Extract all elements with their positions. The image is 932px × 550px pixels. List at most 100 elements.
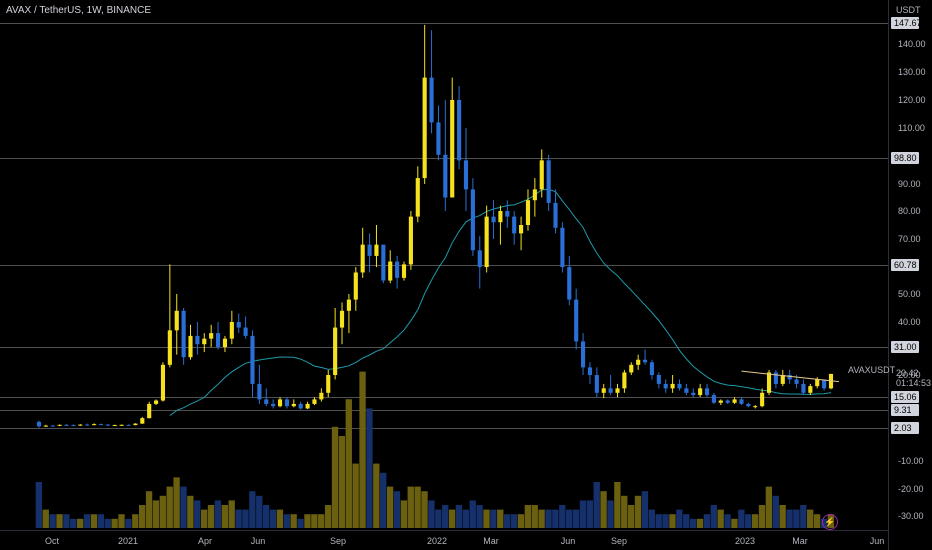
level-price-box: 2.03 xyxy=(891,422,919,434)
price-tick-label: 140.00 xyxy=(898,39,926,49)
volume-bar xyxy=(807,509,814,528)
candle-body xyxy=(532,189,537,201)
candle xyxy=(71,424,76,427)
level-price-box: 98.80 xyxy=(891,152,919,164)
candle-body xyxy=(250,335,255,384)
volume-bar xyxy=(366,408,373,528)
candle-body xyxy=(71,425,76,427)
time-tick-label: Sep xyxy=(330,536,346,546)
candle-body xyxy=(277,399,283,407)
candle-body xyxy=(408,216,413,265)
volume-bar xyxy=(49,514,56,528)
candle xyxy=(622,369,627,393)
level-price-bg xyxy=(891,152,919,164)
lightning-icon[interactable]: ⚡ xyxy=(822,514,838,530)
candle xyxy=(608,375,613,396)
candle xyxy=(532,178,537,217)
trend-line xyxy=(741,370,840,383)
time-tick-label: Mar xyxy=(792,536,808,546)
volume-bar xyxy=(641,491,649,528)
candle-body xyxy=(574,299,579,342)
candle xyxy=(436,105,441,161)
candle xyxy=(704,383,710,398)
volume-bar xyxy=(42,509,49,528)
candle xyxy=(822,379,827,391)
candle xyxy=(567,255,572,306)
candle-body xyxy=(525,200,531,225)
candle xyxy=(725,399,730,404)
candle-body xyxy=(374,244,379,256)
candle xyxy=(415,166,420,223)
volume-bar xyxy=(572,509,580,528)
candle xyxy=(174,294,179,355)
candle-body xyxy=(209,333,214,339)
level-price-label: 60.78 xyxy=(894,260,917,270)
candle-body xyxy=(553,202,558,228)
candle xyxy=(126,424,131,426)
candle-body xyxy=(271,403,276,407)
candle-body xyxy=(257,383,262,400)
candle-body xyxy=(656,375,661,384)
level-price-label: 31.00 xyxy=(894,342,917,352)
volume-tick-label: -30.00 xyxy=(898,511,924,521)
candle-body xyxy=(50,425,55,427)
candle xyxy=(243,316,248,339)
candle-body xyxy=(615,388,620,393)
volume-bar xyxy=(132,514,139,528)
level-price-bg xyxy=(891,17,919,29)
time-tick-label: 2021 xyxy=(118,536,138,546)
volume-bar xyxy=(786,509,793,528)
volume-bar xyxy=(200,509,208,528)
volume-bar xyxy=(180,486,187,528)
volume-bar xyxy=(97,514,105,528)
candle-body xyxy=(498,211,503,223)
candle xyxy=(450,77,455,198)
volume-bars xyxy=(35,371,835,528)
level-price-bg xyxy=(891,404,919,416)
candle-body xyxy=(636,359,641,365)
candle xyxy=(326,369,331,398)
axis-unit: USDT xyxy=(896,5,921,15)
candle-body xyxy=(760,392,765,407)
candle xyxy=(484,205,489,273)
candle xyxy=(470,178,475,256)
volume-bar xyxy=(166,486,173,528)
candle xyxy=(333,308,338,380)
candle xyxy=(98,423,104,426)
candle-body xyxy=(360,244,365,273)
candle xyxy=(711,392,716,404)
candle xyxy=(229,310,234,345)
candle-body xyxy=(195,335,200,345)
candle xyxy=(443,100,448,211)
volume-bar xyxy=(751,514,759,528)
volume-bar xyxy=(311,514,318,528)
volume-bar xyxy=(345,399,352,528)
price-tick-label: 130.00 xyxy=(898,67,926,77)
candle-body xyxy=(732,399,737,403)
volume-bar xyxy=(703,514,711,528)
volume-bar xyxy=(800,505,807,528)
candle xyxy=(739,397,744,406)
candle xyxy=(629,362,634,375)
price-tick-label: 50.00 xyxy=(898,289,921,299)
time-tick-label: Jun xyxy=(870,536,885,546)
volume-bar xyxy=(772,495,779,528)
candle-body xyxy=(477,250,482,268)
candle-body xyxy=(222,338,228,347)
candle-body xyxy=(450,100,455,198)
volume-bar xyxy=(731,518,738,528)
candle xyxy=(649,359,655,380)
candle xyxy=(154,399,159,406)
price-tick-label: 40.00 xyxy=(898,317,921,327)
volume-bar xyxy=(779,505,786,528)
candle-body xyxy=(105,424,110,426)
candle xyxy=(429,30,434,134)
candle-body xyxy=(381,244,386,281)
time-tick-label: Jun xyxy=(561,536,576,546)
candle xyxy=(195,322,200,355)
candle-body xyxy=(663,383,668,389)
volume-bar xyxy=(276,509,284,528)
volume-bar xyxy=(545,509,552,528)
volume-bar xyxy=(207,505,215,528)
